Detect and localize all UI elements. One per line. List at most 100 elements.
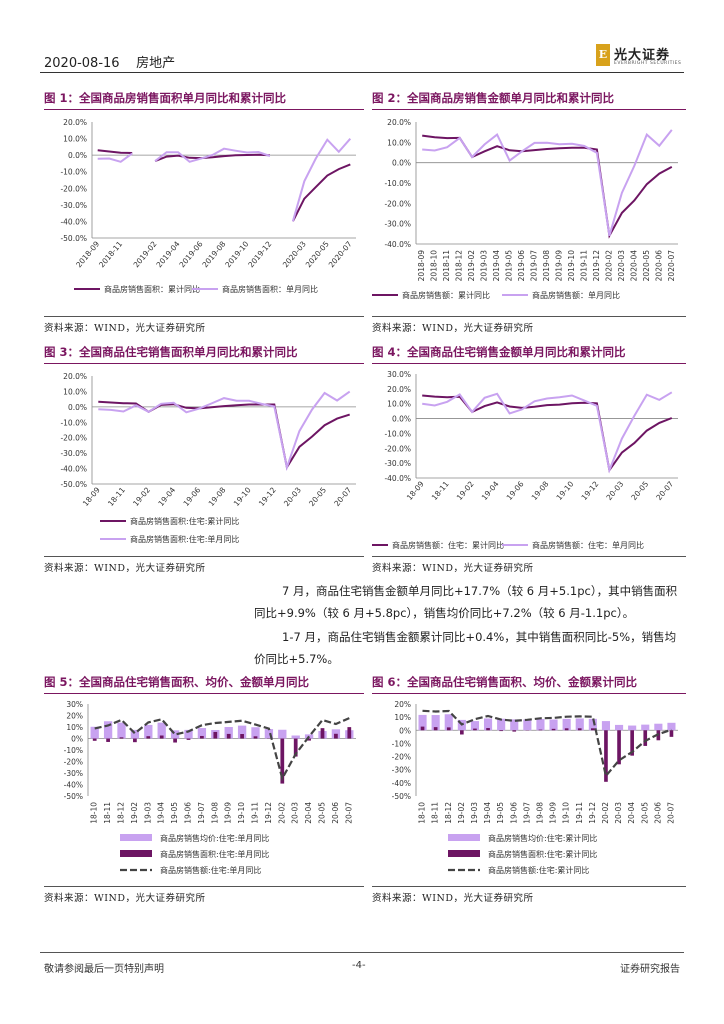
x-tick-label: 19-08 [535, 802, 544, 824]
bar-area [213, 731, 218, 739]
bar-price [536, 718, 545, 731]
y-tick-label: -20% [392, 753, 411, 762]
bar-price [418, 714, 427, 731]
bar-price [483, 718, 493, 731]
footer-disclaimer-link[interactable]: 敬请参阅最后一页特别声明 [44, 964, 164, 975]
bar-price [562, 718, 571, 731]
y-tick-label: -20.0% [384, 444, 411, 453]
x-tick-label: 18-12 [117, 802, 126, 824]
x-tick-label: 2018-12 [455, 250, 464, 282]
report-section: 房地产 [136, 56, 176, 71]
x-tick-label: 20-02 [601, 802, 610, 824]
figure-2-source: 资料来源：WIND，光大证券研究所 [372, 323, 534, 334]
bar-price [497, 718, 506, 731]
y-tick-label: -40.0% [384, 474, 411, 483]
everbright-logo: E 光大证券 EVERBRIGHT SECURITIES [596, 44, 688, 70]
figure-2-chart: 20.0% 10.0% 0.0% -10.0% -20.0% -30.0% -40.0% 20… [372, 118, 678, 300]
x-tick-label: 19-10 [555, 479, 576, 502]
figure-5-rule [44, 693, 364, 694]
x-tick-label: 20-05 [307, 485, 328, 508]
legend-label-cumulative: 商品房销售额：住宅：累计同比 [392, 540, 504, 550]
bar-price [197, 728, 207, 739]
bar-area [591, 728, 595, 731]
figure-1-source-rule [44, 316, 364, 317]
x-tick-label: 19-02 [130, 802, 139, 824]
figure-4-rule [372, 363, 686, 364]
x-tick-label: 19-02 [131, 485, 152, 508]
x-tick-label: 20-06 [653, 802, 662, 824]
figure-3-rule [44, 363, 364, 364]
y-tick-label: 20.0% [387, 385, 411, 394]
x-tick-label: 2020-07 [667, 250, 676, 282]
x-tick-label: 19-04 [480, 479, 501, 502]
bar-area [133, 738, 137, 743]
figure-3-source: 资料来源：WIND，光大证券研究所 [44, 563, 206, 574]
x-tick-label: 20-02 [277, 802, 286, 824]
x-tick-label: 2020-06 [654, 250, 663, 282]
bar-area [486, 728, 490, 731]
x-tick-label: 19-08 [530, 479, 551, 502]
y-tick-label: -10.0% [384, 429, 411, 438]
legend-label-amount: 商品房销售额:住宅:累计同比 [488, 865, 589, 875]
y-tick-label: 30% [66, 700, 83, 709]
x-tick-label: 19-12 [588, 802, 597, 824]
y-tick-label: -40% [64, 781, 83, 790]
x-tick-label: 20-07 [666, 802, 675, 824]
legend-swatch-price [448, 834, 480, 841]
x-tick-label: 20-07 [344, 802, 353, 824]
legend-label-cumulative: 商品房销售面积：累计同比 [104, 284, 200, 294]
bar-price [237, 725, 247, 739]
bar-price [184, 729, 193, 739]
bar-price [523, 719, 532, 731]
bar-price [510, 719, 519, 731]
x-tick-label: 2020-02 [604, 250, 613, 282]
x-tick-label: 20-07 [654, 479, 675, 502]
x-tick-label: 19-09 [224, 802, 233, 824]
x-tick-label: 19-10 [562, 802, 571, 824]
x-tick-label: 20-04 [304, 802, 313, 824]
x-tick-label: 19-08 [210, 802, 219, 824]
y-tick-label: 0% [71, 735, 83, 744]
bar-area [551, 728, 556, 731]
y-tick-label: 10.0% [63, 135, 87, 144]
y-tick-label: -20% [64, 758, 83, 767]
bar-price [170, 730, 180, 739]
bar-price [575, 718, 584, 731]
bar-area [617, 730, 621, 765]
x-tick-label: 19-11 [251, 802, 260, 824]
bar-price [628, 725, 637, 731]
x-tick-label: 2018-11 [442, 250, 451, 282]
bar-area [347, 727, 352, 739]
legend-swatch-area [120, 850, 152, 857]
y-tick-label: -10% [64, 746, 83, 755]
x-tick-label: 2019-06 [517, 250, 526, 282]
bar-area [253, 736, 258, 739]
x-tick-label: 20-03 [604, 479, 625, 502]
bar-area [280, 738, 285, 784]
bar-area [92, 738, 97, 741]
x-tick-label: 20-05 [640, 802, 649, 824]
bar-area [433, 727, 438, 731]
y-tick-label: -30.0% [384, 459, 411, 468]
figure-1-chart: 20.0% 10.0% 0.0% -10.0% -20.0% -30.0% -40.0% -5… [60, 118, 356, 294]
x-tick-label: 19-05 [496, 802, 505, 824]
bar-area [446, 727, 451, 731]
bar-area [420, 726, 425, 731]
x-tick-label: 2020-07 [327, 239, 354, 269]
bar-area [226, 733, 231, 739]
bar-price [444, 714, 453, 731]
bar-area [538, 729, 543, 731]
y-tick-label: 20.0% [387, 118, 411, 127]
bar-area [200, 735, 204, 739]
x-tick-label: 2019-03 [480, 250, 489, 282]
bar-area [604, 730, 608, 782]
figure-2-title: 图 2：全国商品房销售金额单月同比和累计同比 [372, 91, 615, 105]
figure-5-source: 资料来源：WIND，光大证券研究所 [44, 893, 206, 904]
bar-price [251, 727, 260, 739]
bar-price [264, 729, 274, 739]
bar-price [431, 715, 440, 731]
bar-price [588, 718, 597, 731]
header-divider [40, 72, 684, 73]
x-tick-label: 18-10 [418, 802, 427, 824]
line-cumulative [422, 134, 673, 239]
